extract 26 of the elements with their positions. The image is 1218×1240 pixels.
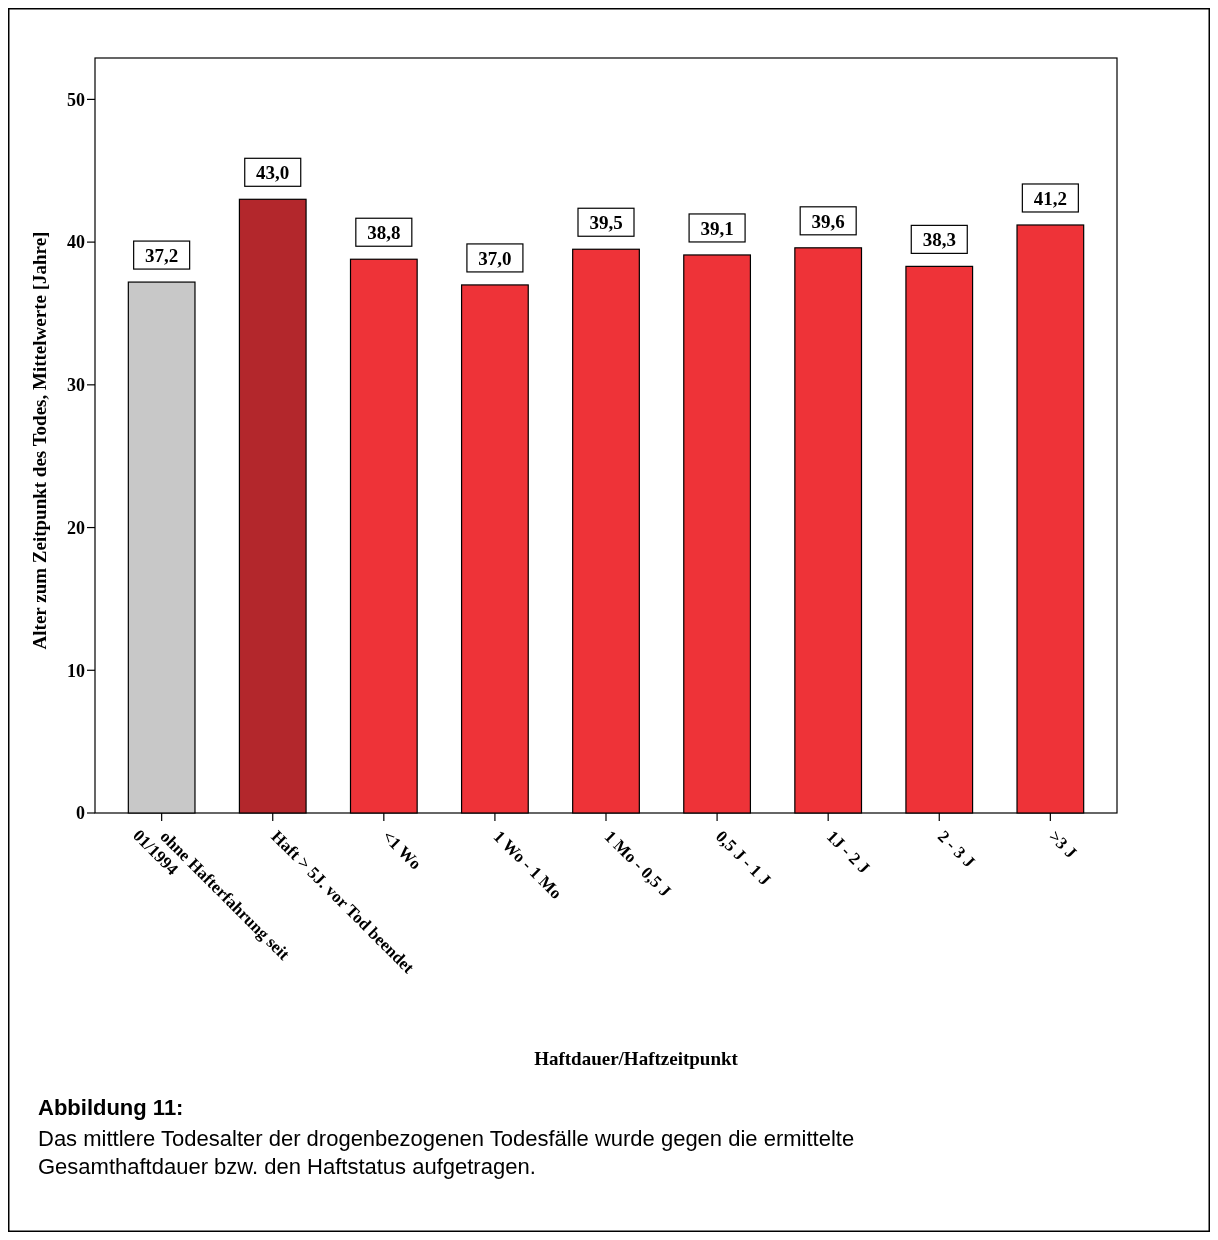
- x-tick-label: 1 Wo - 1 Mo: [489, 826, 566, 903]
- data-label: 39,5: [589, 212, 623, 234]
- data-label: 38,3: [922, 229, 956, 251]
- y-axis-title: Alter zum Zeitpunkt des Todes, Mittelwerte [Jahre]: [29, 231, 50, 650]
- y-tick-label: 10: [67, 660, 85, 681]
- text: Abbildung 11:: [38, 1095, 184, 1120]
- x-axis-title: Haftdauer/Haftzeitpunkt: [534, 1048, 739, 1069]
- data-label: 37,0: [478, 247, 512, 269]
- y-tick-label: 40: [67, 232, 85, 253]
- x-tick-label: >3 J: [1045, 826, 1081, 863]
- x-tick-label: 1 Mo - 0,5 J: [600, 826, 675, 902]
- data-label: 39,6: [811, 210, 845, 232]
- data-label: 41,2: [1033, 187, 1067, 209]
- y-tick-label: 20: [67, 517, 85, 538]
- x-tick-label: 2 - 3 J: [934, 826, 979, 872]
- data-label: 39,1: [700, 217, 734, 239]
- y-tick-label: 50: [67, 89, 85, 110]
- data-label: 43,0: [256, 162, 290, 184]
- y-tick-label: 30: [67, 375, 85, 396]
- text: Das mittlere Todesalter der drogenbezogenen Todesfälle wurde gegen die ermittelte Gesamthaftdauer bzw. den Haftstatus aufgetragen.: [38, 1126, 855, 1179]
- y-tick-label: 0: [76, 803, 85, 824]
- x-tick-label: <1 Wo: [378, 826, 426, 874]
- x-tick-label: 0,5 J - 1 J: [711, 826, 775, 890]
- data-label: 37,2: [145, 245, 179, 267]
- x-tick-label: 1J - 2 J: [822, 826, 874, 878]
- data-label: 38,8: [367, 222, 401, 244]
